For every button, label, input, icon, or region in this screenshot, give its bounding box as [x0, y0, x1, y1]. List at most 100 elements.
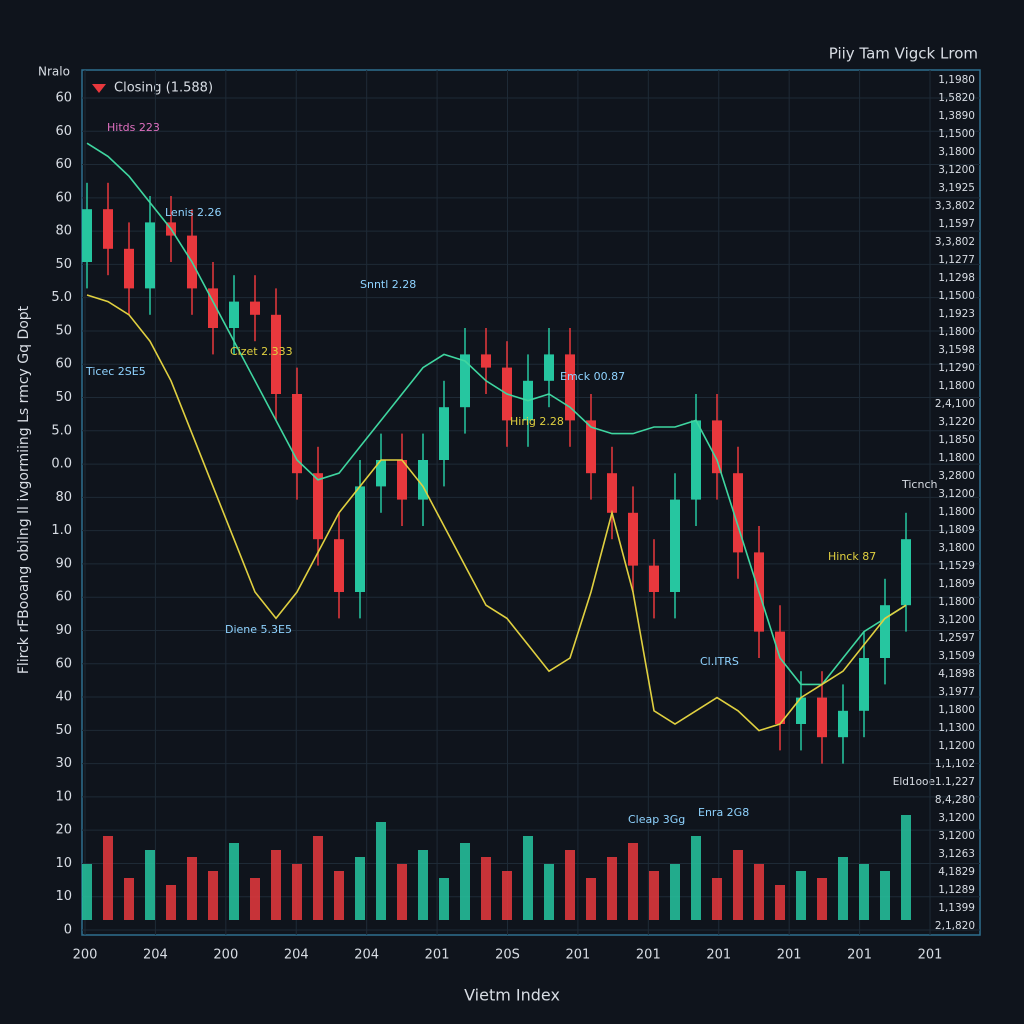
- volume-bar: [229, 843, 239, 920]
- right-axis-label: 3,1925: [938, 182, 975, 194]
- y-axis-label: 90: [55, 623, 72, 638]
- x-axis-label: 200: [213, 948, 238, 963]
- volume-bar: [817, 878, 827, 920]
- annotation: Hirig 2.28: [510, 415, 564, 428]
- volume-bar: [481, 857, 491, 920]
- y-axis-label: 50: [55, 390, 72, 405]
- right-axis-label: 3,1263: [938, 848, 975, 860]
- right-axis-label: 1,1529: [938, 560, 975, 572]
- volume-bar: [355, 857, 365, 920]
- right-axis-label: 3,3,802: [935, 200, 975, 212]
- right-axis-label: 1,1298: [938, 272, 975, 284]
- candle-body: [124, 248, 134, 289]
- right-axis-label: 3,1800: [938, 542, 975, 554]
- y-axis-label: 60: [55, 656, 72, 671]
- plot-border: [81, 69, 981, 936]
- y-axis-label: 1.0: [51, 523, 72, 538]
- candle-body: [733, 473, 743, 553]
- candle-body: [649, 565, 659, 592]
- x-axis-label: 200: [73, 948, 98, 963]
- x-axis-label: 201: [847, 948, 872, 963]
- right-axis-label: 1,1800: [938, 326, 975, 338]
- volume-bar: [292, 864, 302, 920]
- y-axis-label: 0.0: [51, 457, 72, 472]
- right-axis-label: 1,1923: [938, 308, 975, 320]
- y-axis-label: 60: [55, 190, 72, 205]
- right-axis-label: 1,1800: [938, 452, 975, 464]
- right-axis-label: 1,1809: [938, 578, 975, 590]
- candle-body: [376, 460, 386, 487]
- y-axis-label: 60: [55, 357, 72, 372]
- right-axis-label: 3,1800: [938, 146, 975, 158]
- candle-body: [775, 631, 785, 724]
- right-axis-label: 1,1500: [938, 290, 975, 302]
- candle-body: [208, 288, 218, 328]
- annotation: Cl.ITRS: [700, 655, 739, 668]
- x-axis-label: 201: [918, 948, 943, 963]
- right-axis-label: 3,1200: [938, 830, 975, 842]
- y-axis-label: 30: [55, 756, 72, 771]
- volume-bar: [145, 850, 155, 920]
- volume-bar: [712, 878, 722, 920]
- right-axis-label: 3,2800: [938, 470, 975, 482]
- candle-body: [397, 460, 407, 500]
- volume-bar: [397, 864, 407, 920]
- candle-body: [481, 354, 491, 368]
- y-axis-label: 5.0: [51, 290, 72, 305]
- volume-bar: [880, 871, 890, 920]
- y-axis-label: 60: [55, 590, 72, 605]
- candle-body: [817, 697, 827, 738]
- candle-body: [271, 314, 281, 394]
- x-axis-label: 201: [777, 948, 802, 963]
- candle-body: [418, 460, 428, 500]
- volume-bar: [187, 857, 197, 920]
- volume-bar: [460, 843, 470, 920]
- annotation: Cizet 2.333: [230, 345, 293, 358]
- right-axis-label: 1,1809: [938, 524, 975, 536]
- right-axis-label: 2,4,100: [935, 398, 975, 410]
- y-axis-label: 50: [55, 257, 72, 272]
- candle-body: [796, 697, 806, 724]
- volume-bar: [859, 864, 869, 920]
- right-axis-label: 1,1597: [938, 218, 975, 230]
- x-axis-label: 201: [566, 948, 591, 963]
- right-axis-label: 1,1290: [938, 362, 975, 374]
- right-axis-label: 3,1200: [938, 488, 975, 500]
- volume-bar: [607, 857, 617, 920]
- volume-bar: [82, 864, 92, 920]
- volume-bar: [628, 843, 638, 920]
- volume-bar: [544, 864, 554, 920]
- candle-body: [544, 354, 554, 381]
- candle-body: [880, 605, 890, 658]
- x-axis-label: 204: [354, 948, 379, 963]
- candle-body: [586, 420, 596, 474]
- right-axis-label: 4,1898: [938, 668, 975, 680]
- annotation: Emck 00.87: [560, 370, 625, 383]
- volume-bar: [565, 850, 575, 920]
- right-axis-label: 1,1980: [938, 74, 975, 86]
- right-axis-label: 1,1800: [938, 380, 975, 392]
- volume-bar: [838, 857, 848, 920]
- y-axis-label: 60: [55, 91, 72, 106]
- y-axis-label: 40: [55, 690, 72, 705]
- right-axis-label: 1,1289: [938, 884, 975, 896]
- right-axis-label: 3,1220: [938, 416, 975, 428]
- right-axis-label: 1,1500: [938, 128, 975, 140]
- candle-body: [82, 209, 92, 262]
- right-axis-label: 1,1800: [938, 596, 975, 608]
- right-axis-label: 3,1509: [938, 650, 975, 662]
- volume-bar: [124, 878, 134, 920]
- volume-bar: [103, 836, 113, 920]
- y-axis-label: 10: [55, 789, 72, 804]
- right-axis-label: 3,1977: [938, 686, 975, 698]
- candle-body: [607, 473, 617, 513]
- volume-bar: [376, 822, 386, 920]
- candle-body: [565, 354, 575, 421]
- right-axis-label: 1,1200: [938, 740, 975, 752]
- right-axis-label: 1,1800: [938, 704, 975, 716]
- volume-bar: [523, 836, 533, 920]
- candle-body: [250, 301, 260, 315]
- annotation: Ticec 2SE5: [85, 365, 146, 378]
- volume-bar: [313, 836, 323, 920]
